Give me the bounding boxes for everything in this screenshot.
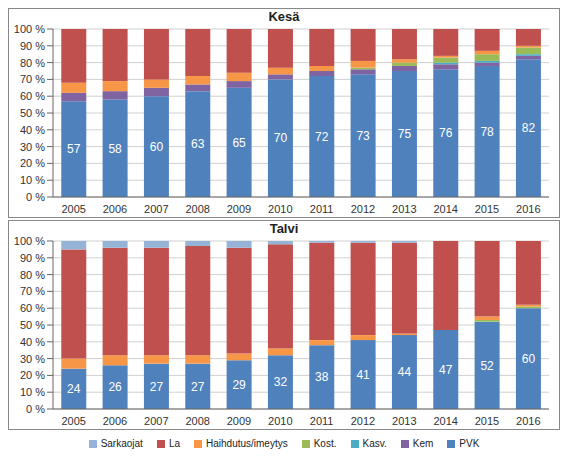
- svg-text:58: 58: [108, 142, 122, 156]
- svg-text:32: 32: [274, 375, 288, 389]
- svg-text:2008: 2008: [185, 203, 209, 215]
- svg-text:29: 29: [232, 378, 246, 392]
- svg-text:50 %: 50 %: [20, 319, 45, 331]
- svg-text:2005: 2005: [61, 415, 85, 427]
- svg-text:2008: 2008: [185, 415, 209, 427]
- html-text:Talvi: Talvi: [269, 221, 299, 236]
- svg-text:27: 27: [150, 380, 164, 394]
- svg-text:90 %: 90 %: [20, 252, 45, 264]
- svg-text:2014: 2014: [433, 415, 457, 427]
- svg-text:2011: 2011: [310, 415, 334, 427]
- svg-text:2010: 2010: [268, 415, 292, 427]
- svg-text:73: 73: [356, 129, 370, 143]
- svg-text:2012: 2012: [351, 203, 375, 215]
- svg-text:2005: 2005: [61, 203, 85, 215]
- html-text:Sarkaojat: Sarkaojat: [100, 438, 143, 449]
- svg-text:2011: 2011: [310, 203, 334, 215]
- svg-text:2015: 2015: [475, 203, 499, 215]
- svg-text:90 %: 90 %: [20, 40, 45, 52]
- svg-text:2009: 2009: [227, 203, 251, 215]
- svg-text:10 %: 10 %: [20, 174, 45, 186]
- svg-text:0 %: 0 %: [26, 403, 45, 415]
- svg-text:2010: 2010: [268, 203, 292, 215]
- html-text:Kost.: Kost.: [313, 438, 337, 449]
- svg-text:2012: 2012: [351, 415, 375, 427]
- svg-text:20 %: 20 %: [20, 157, 45, 169]
- svg-text:2006: 2006: [103, 415, 127, 427]
- svg-text:2013: 2013: [392, 203, 416, 215]
- html-text:Kasv.: Kasv.: [362, 438, 387, 449]
- html-text:Kesä: Kesä: [268, 9, 300, 24]
- svg-text:30 %: 30 %: [20, 353, 45, 365]
- svg-text:44: 44: [398, 365, 412, 379]
- svg-text:100 %: 100 %: [14, 25, 45, 35]
- svg-text:2016: 2016: [516, 203, 540, 215]
- svg-text:40 %: 40 %: [20, 124, 45, 136]
- svg-text:76: 76: [439, 126, 453, 140]
- svg-text:50 %: 50 %: [20, 107, 45, 119]
- svg-text:70: 70: [274, 131, 288, 145]
- svg-text:47: 47: [439, 363, 453, 377]
- svg-text:100 %: 100 %: [14, 237, 45, 247]
- svg-text:38: 38: [315, 370, 329, 384]
- svg-text:57: 57: [67, 142, 81, 156]
- svg-text:63: 63: [191, 137, 205, 151]
- svg-text:2016: 2016: [516, 415, 540, 427]
- svg-text:72: 72: [315, 130, 329, 144]
- svg-text:27: 27: [191, 380, 205, 394]
- html-text:PVK: PVK: [459, 438, 480, 449]
- svg-text:30 %: 30 %: [20, 141, 45, 153]
- html-text:Haihdutus/imeytys: Haihdutus/imeytys: [206, 438, 288, 449]
- svg-text:2015: 2015: [475, 415, 499, 427]
- svg-text:60 %: 60 %: [20, 90, 45, 102]
- svg-text:24: 24: [67, 382, 81, 396]
- svg-text:80 %: 80 %: [20, 269, 45, 281]
- svg-text:2007: 2007: [144, 203, 168, 215]
- svg-text:60: 60: [150, 140, 164, 154]
- svg-text:60 %: 60 %: [20, 302, 45, 314]
- svg-text:82: 82: [522, 121, 536, 135]
- svg-text:60: 60: [522, 352, 536, 366]
- svg-text:2014: 2014: [433, 203, 457, 215]
- svg-text:0 %: 0 %: [26, 191, 45, 203]
- svg-text:2009: 2009: [227, 415, 251, 427]
- svg-text:40 %: 40 %: [20, 336, 45, 348]
- svg-text:26: 26: [108, 380, 122, 394]
- html-text:Kem: Kem: [412, 438, 434, 449]
- svg-text:52: 52: [480, 359, 494, 373]
- svg-text:65: 65: [232, 136, 246, 150]
- svg-text:78: 78: [480, 125, 494, 139]
- svg-text:10 %: 10 %: [20, 386, 45, 398]
- svg-text:70 %: 70 %: [20, 73, 45, 85]
- svg-text:2013: 2013: [392, 415, 416, 427]
- svg-text:2006: 2006: [103, 203, 127, 215]
- svg-text:41: 41: [356, 368, 370, 382]
- svg-text:80 %: 80 %: [20, 57, 45, 69]
- svg-text:75: 75: [398, 127, 412, 141]
- html-text:La: La: [168, 438, 180, 449]
- svg-text:2007: 2007: [144, 415, 168, 427]
- svg-text:70 %: 70 %: [20, 285, 45, 297]
- svg-text:20 %: 20 %: [20, 369, 45, 381]
